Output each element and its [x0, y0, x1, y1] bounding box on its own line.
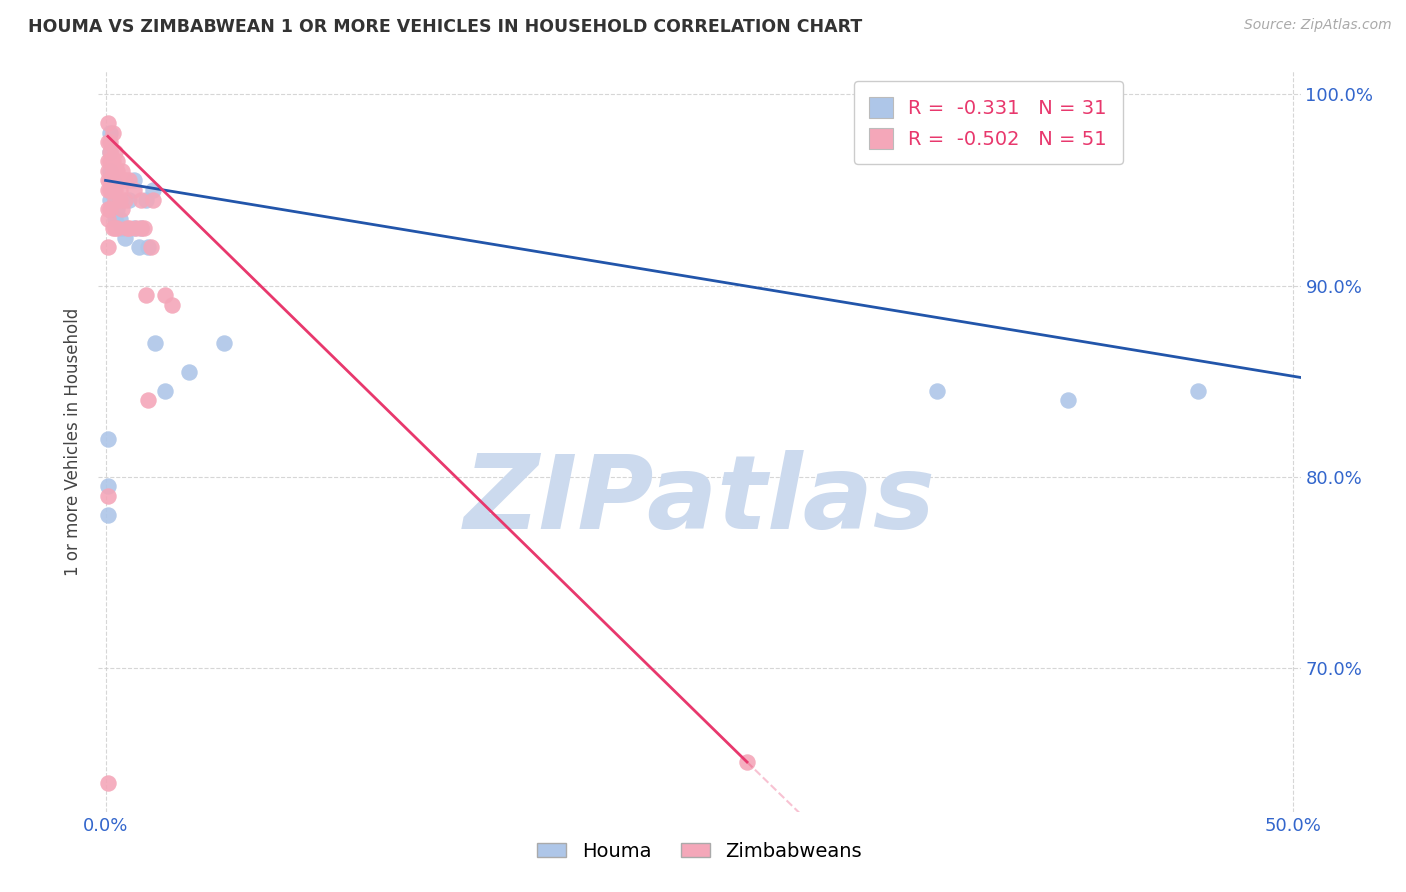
Point	[132, 221, 155, 235]
Point	[98, 126, 121, 140]
Point	[115, 221, 138, 235]
Point	[97, 202, 120, 216]
Y-axis label: 1 or more Vehicles in Household: 1 or more Vehicles in Household	[65, 308, 83, 575]
Point	[122, 173, 145, 187]
Point	[104, 183, 127, 197]
Point	[98, 202, 121, 216]
Point	[129, 221, 152, 235]
Point	[111, 221, 134, 235]
Point	[135, 288, 157, 302]
Point	[97, 154, 120, 169]
Point	[142, 193, 165, 207]
Point	[108, 183, 131, 197]
Point	[142, 183, 165, 197]
Point	[107, 164, 129, 178]
Point	[111, 202, 134, 216]
Point	[97, 183, 120, 197]
Legend: Houma, Zimbabweans: Houma, Zimbabweans	[529, 834, 870, 869]
Point	[135, 193, 157, 207]
Point	[104, 193, 127, 207]
Point	[1187, 384, 1209, 398]
Point	[101, 164, 124, 178]
Point	[98, 145, 121, 159]
Point	[214, 336, 236, 351]
Point	[97, 479, 120, 493]
Text: HOUMA VS ZIMBABWEAN 1 OR MORE VEHICLES IN HOUSEHOLD CORRELATION CHART: HOUMA VS ZIMBABWEAN 1 OR MORE VEHICLES I…	[28, 18, 862, 36]
Point	[101, 183, 124, 197]
Point	[97, 211, 120, 226]
Point	[104, 164, 127, 178]
Point	[107, 202, 129, 216]
Point	[98, 145, 121, 159]
Point	[104, 221, 127, 235]
Point	[104, 145, 127, 159]
Point	[153, 288, 176, 302]
Point	[114, 231, 136, 245]
Point	[97, 164, 120, 178]
Point	[118, 173, 141, 187]
Point	[139, 240, 162, 254]
Point	[101, 173, 124, 187]
Point	[97, 135, 120, 149]
Point	[98, 135, 121, 149]
Point	[98, 164, 121, 178]
Point	[114, 193, 136, 207]
Point	[125, 221, 148, 235]
Point	[104, 193, 127, 207]
Point	[98, 173, 121, 187]
Point	[114, 173, 136, 187]
Point	[101, 126, 124, 140]
Point	[925, 384, 948, 398]
Point	[129, 221, 152, 235]
Point	[118, 221, 141, 235]
Point	[101, 221, 124, 235]
Point	[136, 393, 159, 408]
Point	[98, 193, 121, 207]
Point	[97, 489, 120, 503]
Point	[108, 193, 131, 207]
Point	[107, 193, 129, 207]
Text: Source: ZipAtlas.com: Source: ZipAtlas.com	[1244, 18, 1392, 32]
Point	[122, 221, 145, 235]
Point	[107, 221, 129, 235]
Point	[98, 154, 121, 169]
Point	[101, 183, 124, 197]
Point	[97, 116, 120, 130]
Point	[177, 365, 200, 379]
Point	[97, 240, 120, 254]
Point	[128, 240, 150, 254]
Point	[160, 298, 183, 312]
Point	[1056, 393, 1078, 408]
Point	[122, 183, 145, 197]
Point	[104, 211, 127, 226]
Point	[111, 164, 134, 178]
Point	[97, 508, 120, 523]
Point	[129, 193, 152, 207]
Point	[98, 183, 121, 197]
Point	[108, 211, 131, 226]
Point	[735, 755, 758, 769]
Point	[136, 240, 159, 254]
Point	[101, 154, 124, 169]
Point	[118, 193, 141, 207]
Point	[145, 336, 167, 351]
Point	[97, 432, 120, 446]
Point	[153, 384, 176, 398]
Point	[97, 776, 120, 790]
Point	[97, 173, 120, 187]
Point	[107, 154, 129, 169]
Text: ZIPatlas: ZIPatlas	[464, 450, 935, 551]
